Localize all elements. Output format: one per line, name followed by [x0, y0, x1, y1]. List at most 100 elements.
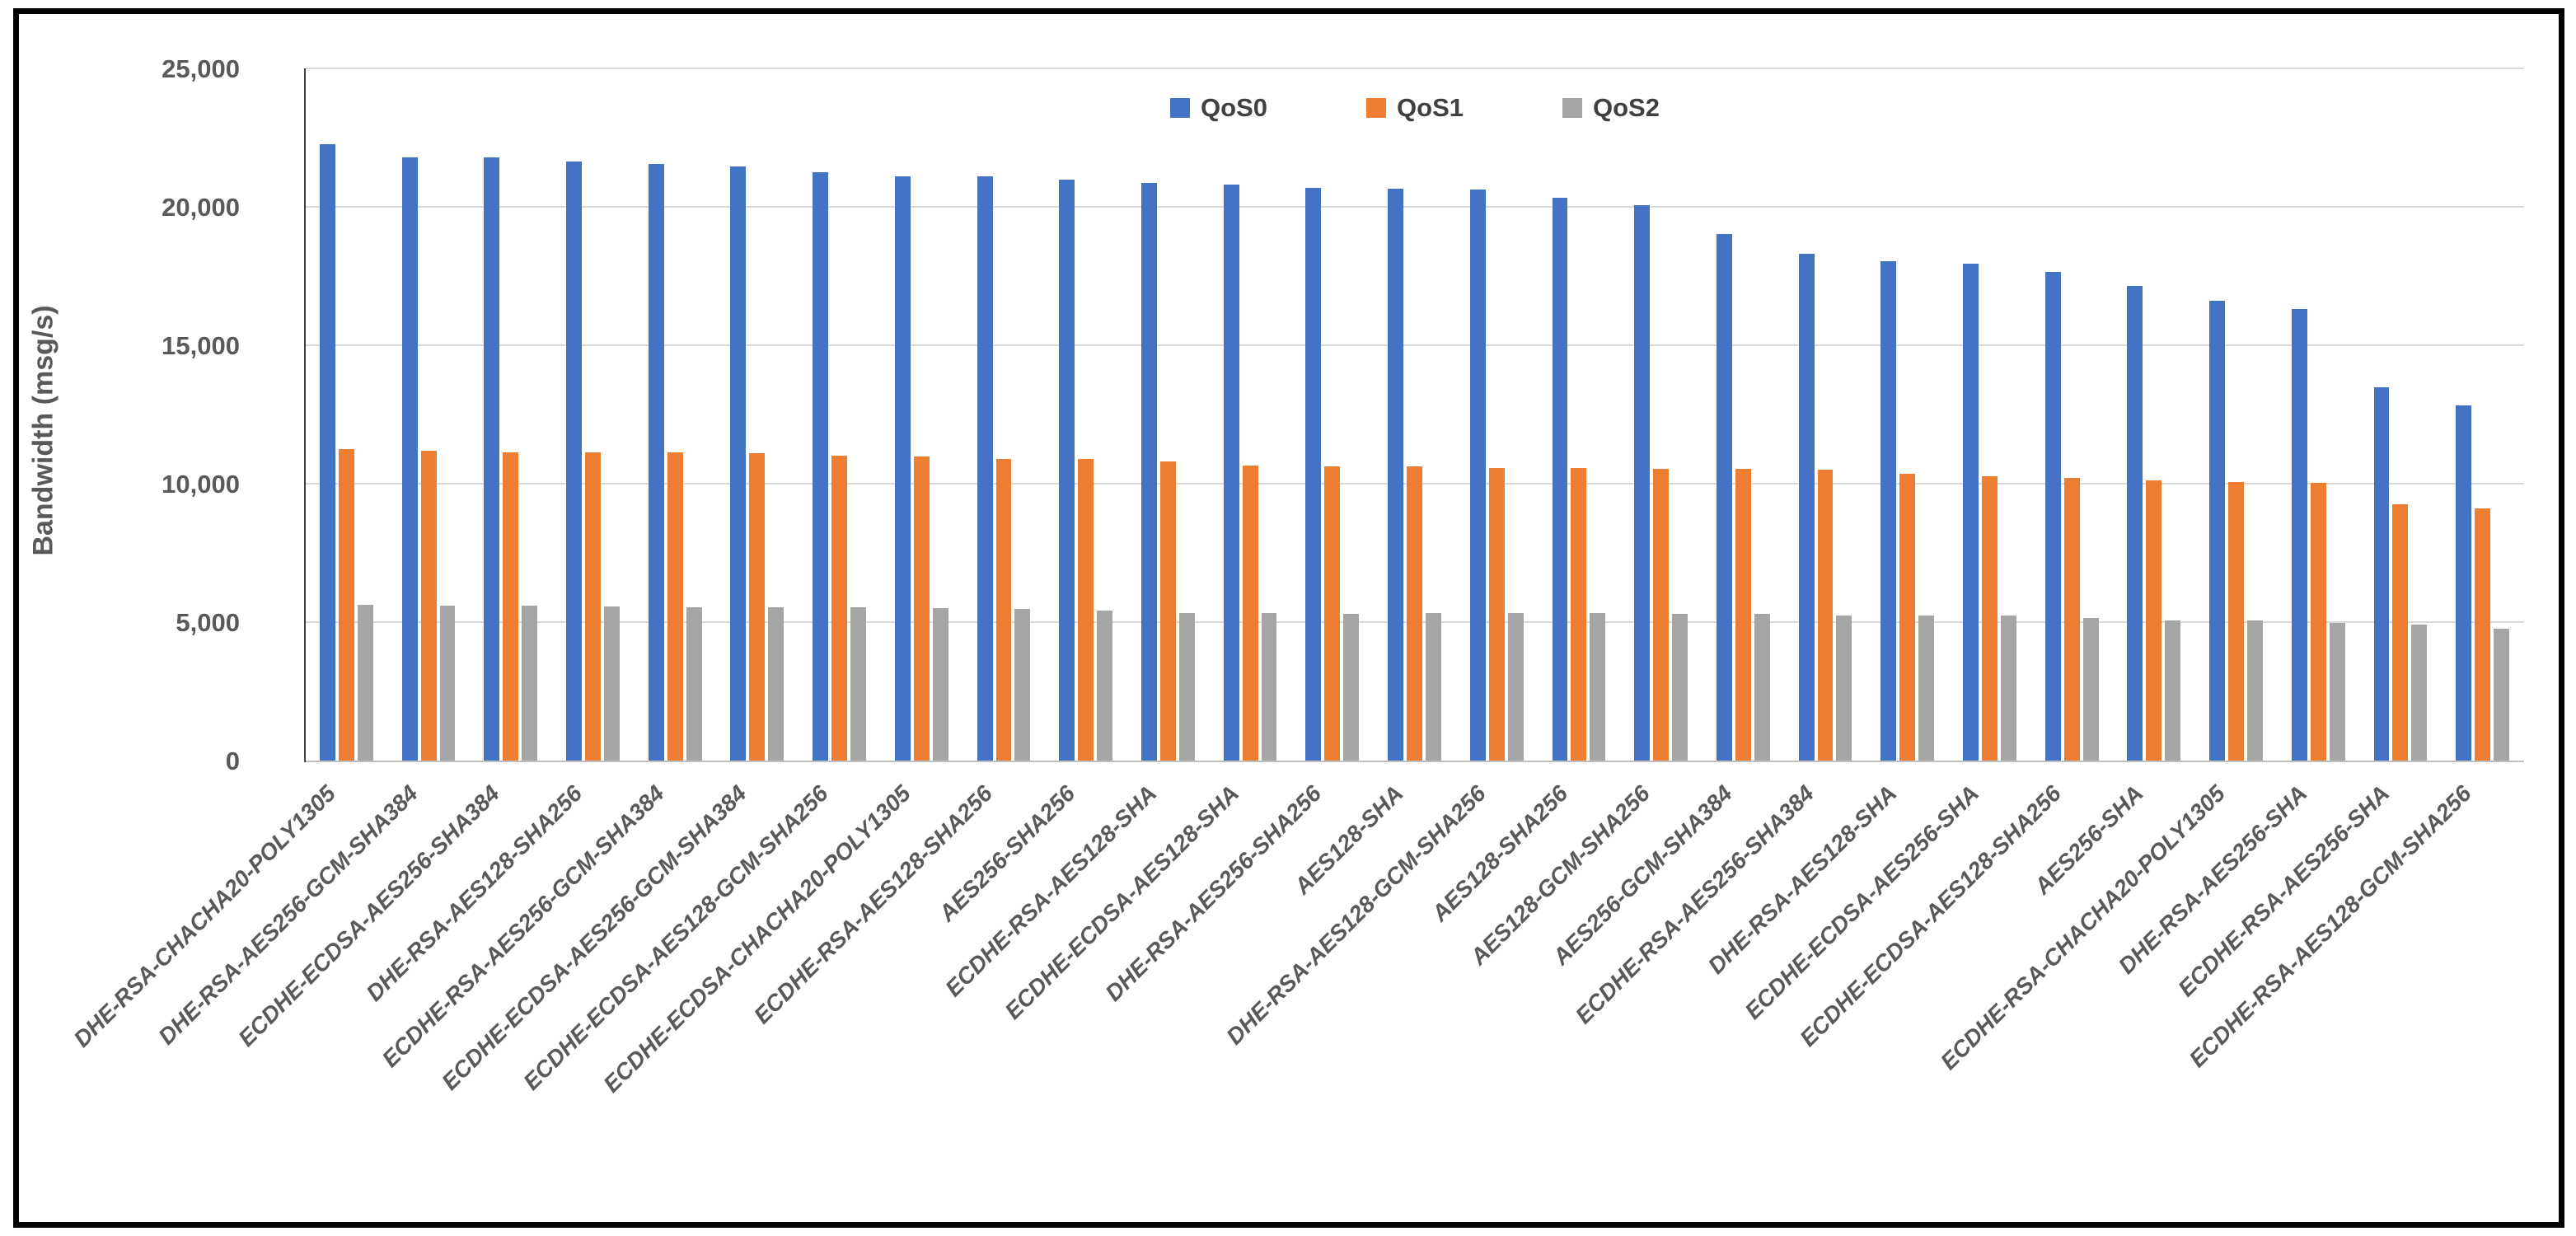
- bar-qos1: [1488, 467, 1505, 761]
- bar-qos0: [2044, 271, 2061, 761]
- bar-qos2: [1178, 612, 1195, 761]
- legend-swatch-qos0: [1170, 98, 1191, 118]
- y-axis-line: [304, 68, 306, 762]
- bar-qos1: [2146, 480, 2162, 761]
- bar-qos2: [1590, 613, 1606, 761]
- x-tick-label: ECDHE-RSA-CHACHA20-POLY1305: [1935, 780, 2230, 1075]
- bar-qos1: [1899, 473, 1916, 761]
- bar-qos1: [995, 459, 1012, 761]
- bar-qos1: [1078, 459, 1094, 761]
- bar-qos0: [648, 163, 664, 761]
- legend-item-qos0: QoS0: [1170, 93, 1267, 123]
- legend-swatch-qos2: [1562, 98, 1582, 118]
- legend-label: QoS2: [1592, 93, 1660, 122]
- bar-qos0: [2209, 301, 2226, 761]
- bar-qos1: [1981, 476, 1998, 761]
- bar-qos0: [1469, 189, 1486, 761]
- gridline: [306, 206, 2524, 208]
- bar-qos2: [1507, 613, 1524, 761]
- bar-qos2: [522, 606, 538, 761]
- bar-qos2: [2494, 629, 2510, 761]
- bar-qos0: [2373, 387, 2390, 761]
- legend: QoS0 QoS1 QoS2: [306, 93, 2524, 123]
- bar-qos0: [1880, 260, 1897, 761]
- bar-qos2: [2165, 620, 2181, 761]
- bar-qos1: [420, 451, 437, 761]
- bar-qos2: [686, 606, 702, 761]
- bar-qos1: [2063, 478, 2080, 761]
- bar-qos1: [667, 452, 683, 761]
- bar-qos2: [2411, 624, 2428, 761]
- bar-qos2: [2329, 623, 2345, 761]
- bar-qos2: [1836, 615, 1852, 761]
- legend-item-qos2: QoS2: [1562, 93, 1660, 123]
- x-tick-label: ECDHE-ECDSA-AES128-GCM-SHA256: [518, 780, 833, 1095]
- bar-qos1: [338, 449, 354, 761]
- x-tick-label: AES128-SHA256: [1426, 780, 1573, 927]
- bar-qos2: [1672, 613, 1688, 761]
- bar-qos0: [894, 176, 911, 761]
- bar-qos2: [603, 606, 620, 761]
- bar-qos2: [1261, 612, 1277, 761]
- x-tick-label: ECDHE-ECDSA-AES256-GCM-SHA384: [436, 780, 752, 1095]
- bar-qos1: [1571, 467, 1587, 761]
- bar-qos1: [584, 452, 601, 761]
- bar-qos0: [484, 157, 500, 761]
- bar-qos2: [439, 605, 456, 761]
- gridline: [306, 344, 2524, 346]
- bar-qos0: [1634, 205, 1651, 761]
- bar-qos2: [1918, 616, 1935, 761]
- bar-qos2: [2082, 617, 2099, 761]
- legend-item-qos1: QoS1: [1366, 93, 1464, 123]
- x-tick-label: ECDHE-RSA-AES256-GCM-SHA384: [377, 780, 669, 1073]
- bar-qos0: [1716, 233, 1732, 761]
- bar-qos0: [2456, 405, 2472, 761]
- bar-qos2: [768, 607, 785, 761]
- bar-qos1: [1735, 468, 1751, 761]
- legend-swatch-qos1: [1366, 98, 1387, 118]
- chart-outer-frame: Bandwidth (msg/s) 0 5,000 10,000 15,000 20,0…: [13, 8, 2564, 1228]
- bar-qos0: [1140, 183, 1157, 761]
- bar-qos1: [831, 455, 848, 761]
- bar-qos0: [1388, 188, 1404, 761]
- bar-qos0: [2127, 286, 2143, 761]
- bar-qos1: [749, 453, 766, 761]
- bar-qos1: [1324, 466, 1341, 761]
- bar-qos2: [2246, 620, 2263, 761]
- y-tick-label: 25,000: [162, 54, 240, 83]
- bar-qos0: [1798, 254, 1815, 761]
- bar-qos0: [1223, 185, 1239, 761]
- bar-qos1: [503, 452, 519, 761]
- bar-qos0: [566, 161, 582, 761]
- bar-qos1: [1159, 461, 1176, 761]
- bar-qos2: [357, 605, 373, 761]
- bar-qos1: [2475, 508, 2491, 761]
- bar-qos2: [1425, 612, 1441, 761]
- y-tick-label: 15,000: [162, 331, 240, 360]
- bar-qos1: [1653, 468, 1670, 761]
- gridline: [306, 68, 2524, 69]
- bar-qos2: [1343, 613, 1360, 761]
- bar-qos0: [401, 157, 418, 761]
- bar-qos0: [730, 166, 747, 761]
- y-tick-label: 20,000: [162, 193, 240, 222]
- bar-qos1: [1242, 465, 1258, 761]
- bar-qos0: [1305, 187, 1322, 761]
- bar-qos2: [2000, 616, 2016, 761]
- bar-qos1: [2392, 503, 2409, 761]
- bar-qos2: [850, 607, 866, 761]
- bar-qos0: [1059, 179, 1075, 761]
- bar-qos1: [913, 456, 930, 761]
- bar-qos2: [1097, 611, 1113, 761]
- bar-qos0: [1963, 263, 1979, 761]
- y-tick-label: 5,000: [176, 608, 240, 637]
- bar-qos2: [1754, 614, 1770, 761]
- y-tick-label: 10,000: [162, 470, 240, 499]
- bar-qos0: [1552, 198, 1568, 761]
- legend-label: QoS1: [1397, 93, 1464, 122]
- bar-qos2: [932, 607, 948, 761]
- x-tick-labels: DHE-RSA-CHACHA20-POLY1305 DHE-RSA-AES256-…: [19, 14, 2559, 1222]
- bar-qos0: [2291, 309, 2307, 761]
- bar-qos1: [2228, 481, 2244, 761]
